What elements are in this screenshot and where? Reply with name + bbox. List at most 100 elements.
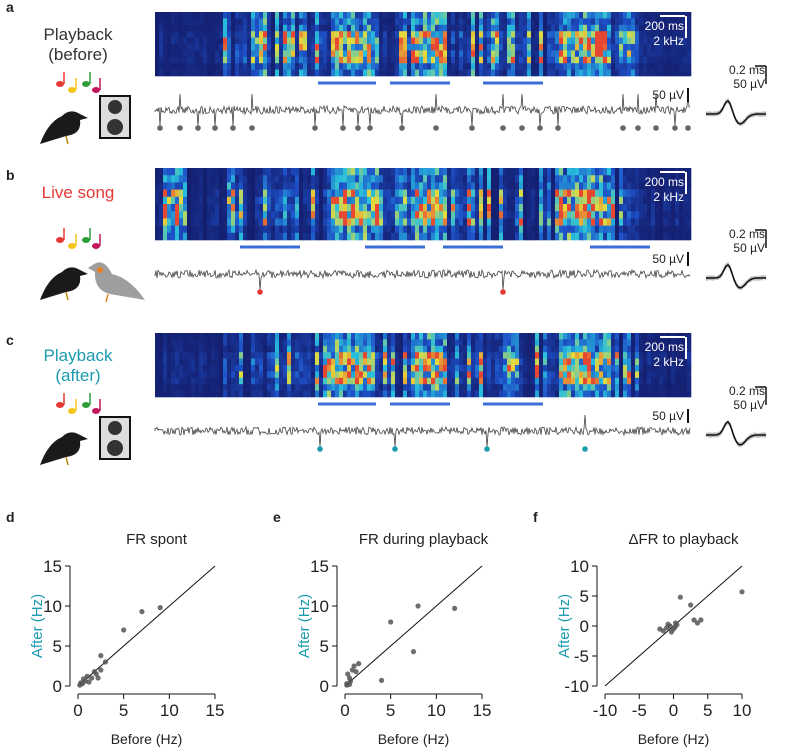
spectrogram-cell (507, 345, 512, 353)
spectrogram-cell (231, 24, 236, 32)
spectrogram-cell (403, 377, 408, 385)
spectrogram-cell (563, 196, 568, 205)
bird-icon (40, 111, 88, 144)
spectrogram-cell (171, 37, 176, 45)
spectrogram-cell (351, 365, 356, 372)
spectrogram-cell (679, 218, 684, 226)
spectrogram-cell (483, 232, 488, 241)
spectrogram-cell (495, 182, 500, 190)
spectrogram-cell (467, 175, 472, 183)
spectrogram-cell (651, 37, 656, 45)
spectrogram-cell (563, 390, 568, 398)
spectrogram-cell (279, 56, 284, 64)
spectrogram-cell (263, 50, 268, 58)
spectrogram-cell (267, 232, 272, 241)
spectrogram-cell (603, 218, 608, 226)
spike-dot (212, 125, 218, 131)
spectrogram-cell (639, 63, 644, 70)
spectrogram-cell (319, 218, 324, 226)
data-point (95, 675, 101, 681)
spectrogram-cell (479, 371, 484, 379)
spectrogram-cell (267, 218, 272, 226)
spectrogram-cell (551, 358, 556, 366)
spectrogram-cell (527, 333, 532, 340)
spectrogram-cell (295, 232, 300, 241)
spectrogram-cell (643, 31, 648, 38)
spectrogram-cell (359, 232, 364, 241)
spectrogram-cell (271, 358, 276, 366)
spectrogram-cell (243, 168, 248, 176)
spectrogram-cell (299, 56, 304, 64)
spectrogram-cell (643, 24, 648, 32)
spectrogram-cell (451, 377, 456, 385)
spectrogram-cell (159, 50, 164, 58)
spectrogram-cell (591, 232, 596, 241)
spectrogram-cell (651, 352, 656, 359)
spectrogram-cell (295, 204, 300, 212)
spectrogram-cell (583, 18, 588, 26)
spectrogram-cell (599, 352, 604, 359)
spectrogram-cell (515, 56, 520, 64)
spectrogram-cell (591, 189, 596, 198)
spectrogram-cell (507, 358, 512, 366)
spectrogram-cell (655, 371, 660, 379)
spike-dot (399, 125, 405, 131)
spectrogram-cell (627, 50, 632, 58)
spectrogram-cell (327, 365, 332, 372)
spectrogram-cell (211, 204, 216, 212)
spectrogram-cell (243, 232, 248, 241)
spectrogram-cell (591, 63, 596, 70)
spectrogram-cell (627, 44, 632, 51)
spectrogram-cell (543, 204, 548, 212)
spectrogram-cell (227, 56, 232, 64)
spectrogram-cell (167, 204, 172, 212)
spectrogram-cell (291, 69, 296, 77)
spectrogram-cell (231, 50, 236, 58)
spectrogram-cell (531, 18, 536, 26)
spectrogram-cell (439, 189, 444, 198)
spectrogram-cell (647, 175, 652, 183)
spectrogram-cell (551, 182, 556, 190)
spectrogram-cell (235, 196, 240, 205)
spectrogram-cell (195, 196, 200, 205)
spectrogram-cell (567, 377, 572, 385)
spectrogram-cell (287, 44, 292, 51)
spectrogram-cell (175, 371, 180, 379)
spectrogram-cell (431, 69, 436, 77)
spectrogram-cell (283, 384, 288, 391)
spectrogram-cell (175, 31, 180, 38)
spectrogram-cell (243, 358, 248, 366)
spectrogram-cell (319, 175, 324, 183)
spectrogram-cell (339, 211, 344, 219)
spectrogram-cell (223, 333, 228, 340)
spectrogram-cell (335, 37, 340, 45)
spectrogram-cell (363, 211, 368, 219)
spectrogram-cell (263, 31, 268, 38)
spectrogram-cell (563, 50, 568, 58)
spectrogram-cell (567, 37, 572, 45)
spectrogram-cell (411, 384, 416, 391)
spectrogram-cell (327, 182, 332, 190)
spectrogram-cell (379, 358, 384, 366)
spectrogram-cell (647, 69, 652, 77)
spectrogram-cell (431, 24, 436, 32)
spectrogram-cell (179, 168, 184, 176)
spectrogram-cell (379, 63, 384, 70)
spectrogram-cell (383, 358, 388, 366)
spectrogram-cell (523, 31, 528, 38)
spectrogram-cell (327, 390, 332, 398)
spectrogram-cell (167, 333, 172, 340)
spectrogram-cell (455, 218, 460, 226)
spectrogram-cell (379, 18, 384, 26)
spectrogram-cell (607, 189, 612, 198)
data-point (347, 678, 354, 684)
spectrogram-cell (295, 18, 300, 26)
spectrogram-cell (511, 218, 516, 226)
spectrogram-cell (575, 175, 580, 183)
spectrogram-cell (359, 56, 364, 64)
spectrogram-cell (239, 56, 244, 64)
spectrogram-cell (199, 371, 204, 379)
spectrogram-cell (291, 44, 296, 51)
spectrogram-cell (579, 168, 584, 176)
spectrogram-cell (263, 204, 268, 212)
